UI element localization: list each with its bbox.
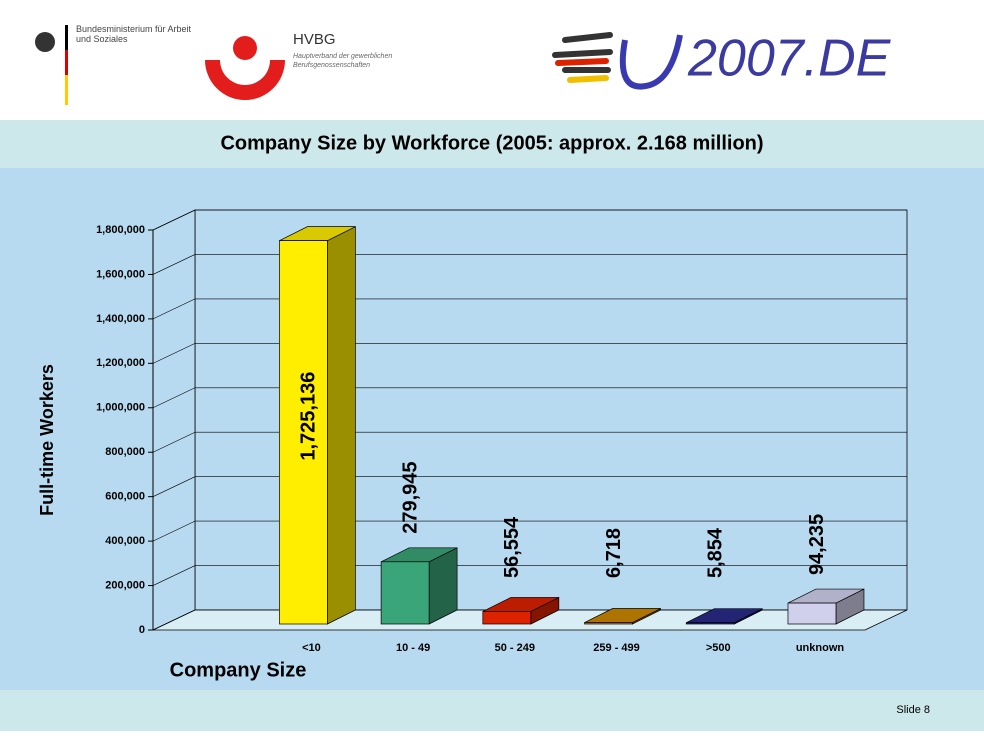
x-tick-label: 50 - 249 <box>495 642 535 654</box>
x-tick-label: 10 - 49 <box>396 642 430 654</box>
y-tick-label: 400,000 <box>105 535 145 547</box>
hvbg-sub: Hauptverband der gewerblichen Berufsgeno… <box>293 53 393 69</box>
footer-band <box>0 690 984 731</box>
y-tick-label: 1,000,000 <box>96 402 145 414</box>
bar <box>482 611 532 625</box>
bar-side <box>327 226 356 625</box>
value-label: 1,725,136 <box>298 372 320 461</box>
y-tick-label: 1,200,000 <box>96 357 145 369</box>
grid-line <box>152 520 196 542</box>
y-tick-label: 1,600,000 <box>96 268 145 280</box>
value-label: 6,718 <box>603 528 625 578</box>
x-tick-label: 259 - 499 <box>593 642 639 654</box>
hvbg-title: HVBG <box>293 31 336 48</box>
x-tick-label: unknown <box>796 642 845 654</box>
value-label: 56,554 <box>501 516 523 578</box>
eu-stripes <box>555 58 609 66</box>
grid-line <box>152 298 196 320</box>
hvbg-logo <box>205 60 285 100</box>
y-axis-label: Full-time Workers <box>37 364 57 516</box>
bar <box>279 240 328 625</box>
value-label: 94,235 <box>806 514 828 575</box>
y-tick-label: 1,400,000 <box>96 313 145 325</box>
value-label: 5,854 <box>705 527 727 578</box>
title-band <box>0 120 984 168</box>
bar <box>685 622 735 625</box>
grid-line <box>152 476 196 497</box>
flag-stripe <box>65 75 68 105</box>
x-tick-label: >500 <box>706 642 731 654</box>
chart-title: Company Size by Workforce (2005: approx.… <box>220 132 763 154</box>
y-tick-label: 1,800,000 <box>96 224 145 236</box>
ministry-box: Bundesministerium für Arbeit und Soziale… <box>76 24 192 44</box>
ministry-text: Bundesministerium für Arbeit und Soziale… <box>76 24 192 44</box>
grid-line <box>152 343 196 364</box>
grid-line <box>152 609 196 631</box>
grid-line <box>152 254 196 275</box>
bar <box>380 561 430 625</box>
eu-stripes <box>552 32 613 73</box>
flag-stripe <box>65 50 68 75</box>
eu-stripes <box>567 75 609 83</box>
eu-u <box>619 34 683 90</box>
y-tick-label: 600,000 <box>105 491 145 503</box>
bar <box>584 622 633 625</box>
grid-line <box>152 209 196 231</box>
grid-line <box>152 565 196 586</box>
y-tick-label: 800,000 <box>105 446 145 458</box>
slide-number: Slide 8 <box>896 704 930 716</box>
hvbg-logo <box>233 36 257 60</box>
grid-line <box>152 387 196 409</box>
eu-text: 2007.DE <box>687 30 892 88</box>
plot: 0 200,000 400,000 600,000 800,000 1,000,000 1,… <box>96 209 908 654</box>
x-tick-label: <10 <box>302 642 321 654</box>
hvbg-sub-box: Hauptverband der gewerblichen Berufsgeno… <box>293 53 393 69</box>
side-wall <box>152 209 196 631</box>
eagle-icon <box>35 32 55 52</box>
y-tick-label: 0 <box>139 624 145 636</box>
bar <box>787 602 837 625</box>
grid-line <box>152 431 196 453</box>
y-tick-label: 200,000 <box>105 579 145 591</box>
value-label: 279,945 <box>399 461 421 533</box>
x-axis-label: Company Size <box>170 659 307 681</box>
